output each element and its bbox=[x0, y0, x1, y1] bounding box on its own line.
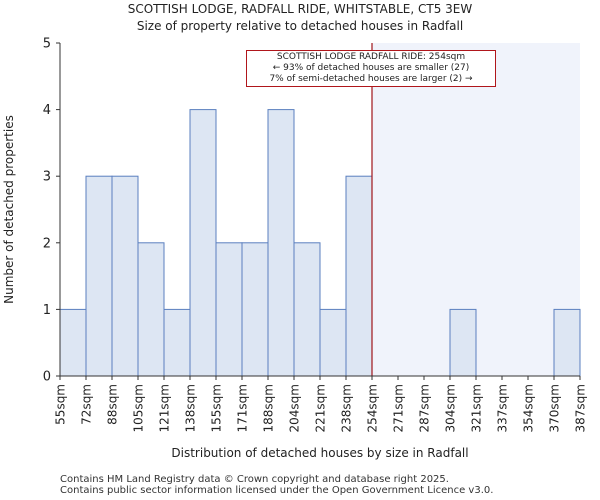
chart-title-line1: SCOTTISH LODGE, RADFALL RIDE, WHITSTABLE… bbox=[127, 2, 473, 16]
x-tick-label: 254sqm bbox=[366, 384, 380, 432]
x-tick-label: 105sqm bbox=[132, 384, 146, 432]
y-axis-label: Number of detached properties bbox=[2, 115, 16, 304]
x-tick-label: 304sqm bbox=[444, 384, 458, 432]
x-tick-label: 238sqm bbox=[340, 384, 354, 432]
bar bbox=[111, 175, 139, 377]
x-tick-label: 188sqm bbox=[262, 384, 276, 432]
bar bbox=[59, 308, 87, 377]
bar bbox=[85, 175, 113, 377]
x-axis-label: Distribution of detached houses by size … bbox=[171, 446, 468, 460]
footer-line1: Contains HM Land Registry data © Crown c… bbox=[60, 474, 449, 485]
footer-line2: Contains public sector information licen… bbox=[60, 485, 494, 496]
y-tick-label: 5 bbox=[43, 37, 51, 52]
y-tick-label: 2 bbox=[43, 236, 51, 251]
chart-title-line2: Size of property relative to detached ho… bbox=[136, 19, 464, 33]
x-tick-label: 271sqm bbox=[392, 384, 406, 432]
bar bbox=[345, 175, 373, 377]
bar bbox=[215, 242, 243, 377]
bar bbox=[319, 308, 347, 377]
x-tick-label: 287sqm bbox=[418, 384, 432, 432]
x-tick-label: 354sqm bbox=[522, 384, 536, 432]
bar bbox=[241, 242, 269, 377]
x-tick-label: 138sqm bbox=[184, 384, 198, 432]
y-tick-label: 0 bbox=[43, 370, 51, 385]
x-tick-label: 387sqm bbox=[574, 384, 588, 432]
bar bbox=[189, 109, 217, 377]
y-tick-label: 3 bbox=[43, 170, 51, 185]
annotation-line3: 7% of semi-detached houses are larger (2… bbox=[269, 74, 473, 84]
x-tick-label: 171sqm bbox=[236, 384, 250, 432]
x-tick-label: 72sqm bbox=[80, 384, 94, 425]
x-tick-label: 337sqm bbox=[496, 384, 510, 432]
x-tick-label: 88sqm bbox=[106, 384, 120, 425]
x-tick-label: 370sqm bbox=[548, 384, 562, 432]
bar bbox=[267, 109, 295, 377]
annotation-line1: SCOTTISH LODGE RADFALL RIDE: 254sqm bbox=[276, 52, 466, 62]
y-tick-label: 1 bbox=[43, 303, 51, 318]
annotation-box: SCOTTISH LODGE RADFALL RIDE: 254sqm ← 93… bbox=[246, 50, 496, 87]
x-tick-label: 155sqm bbox=[210, 384, 224, 432]
bar bbox=[449, 308, 477, 377]
x-tick-label: 121sqm bbox=[158, 384, 172, 432]
annotation-line2: ← 93% of detached houses are smaller (27… bbox=[272, 63, 470, 73]
bar bbox=[553, 308, 581, 377]
bar bbox=[137, 242, 165, 377]
x-tick-label: 55sqm bbox=[54, 384, 68, 425]
x-tick-label: 221sqm bbox=[314, 384, 328, 432]
bar bbox=[293, 242, 321, 377]
y-tick-label: 4 bbox=[43, 103, 51, 118]
x-tick-label: 204sqm bbox=[288, 384, 302, 432]
bar bbox=[163, 308, 191, 377]
x-tick-label: 321sqm bbox=[470, 384, 484, 432]
